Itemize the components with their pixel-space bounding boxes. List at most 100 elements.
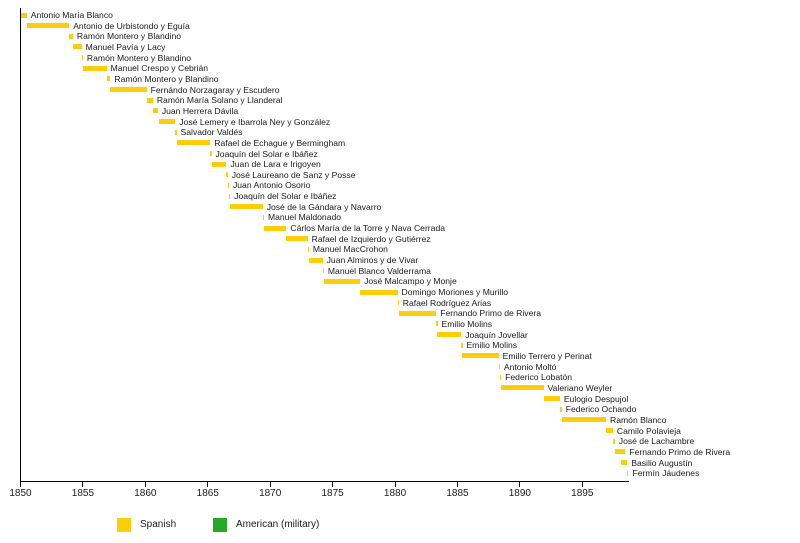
timeline-bar <box>176 140 211 146</box>
bar-label: Rafael de Izquierdo y Gutiérrez <box>311 233 431 244</box>
legend-swatch-american <box>213 518 227 532</box>
bar-label: Domingo Moriones y Murillo <box>401 287 509 298</box>
bar-label: Juan Antonio Osorio <box>232 180 311 191</box>
timeline-bar <box>397 300 400 306</box>
bar-label: Fernando Primo de Rivera <box>440 308 542 319</box>
timeline-bar <box>606 428 613 434</box>
timeline-bar <box>211 161 227 167</box>
timeline-bar <box>230 204 263 210</box>
axis-tick <box>581 481 583 487</box>
timeline-bar <box>626 470 629 476</box>
timeline-bar <box>175 129 177 135</box>
legend-label-american: American (military) <box>236 519 320 530</box>
bar-label: Manuel MacCrohon <box>312 244 388 255</box>
bar-label: Cárlos María de la Torre y Nava Cerrada <box>290 223 446 234</box>
bar-label: Camilo Polavieja <box>616 425 681 436</box>
timeline-bar <box>562 417 607 423</box>
axis-tick-label: 1855 <box>71 487 95 499</box>
timeline-bar <box>498 364 501 370</box>
bar-label: Salvador Valdés <box>180 127 243 138</box>
axis-tick-label: 1850 <box>9 487 32 499</box>
bar-label: José de la Gándara y Navarro <box>266 201 382 212</box>
y-axis-line <box>20 8 21 482</box>
timeline-bar <box>210 151 212 156</box>
axis-tick <box>82 481 84 487</box>
axis-tick <box>20 481 21 487</box>
bar-label: Emilio Molins <box>466 340 518 351</box>
bar-label: Emilio Molins <box>441 318 493 329</box>
bar-label: Ramón Montero y Blandino <box>76 31 182 42</box>
timeline-bar <box>621 460 628 465</box>
timeline-bar <box>20 12 27 18</box>
timeline-bar <box>146 97 153 103</box>
timeline-bar <box>307 246 310 252</box>
axis-tick <box>456 481 458 487</box>
axis-tick <box>519 481 521 487</box>
bar-label: Valeriano Weyler <box>547 382 613 393</box>
bar-label: Manuel Crespo y Cebrián <box>110 63 209 74</box>
timeline-bar <box>501 385 544 391</box>
bar-label: Emilio Terrero y Perinat <box>502 350 592 361</box>
timeline-bar <box>543 396 560 402</box>
timeline-bar <box>152 108 158 114</box>
axis-tick-label: 1890 <box>508 487 531 499</box>
timeline-bar <box>612 438 615 444</box>
axis-tick-label: 1870 <box>259 487 282 499</box>
axis-tick-label: 1895 <box>571 487 594 499</box>
timeline-bar <box>110 87 147 93</box>
axis-tick <box>269 481 271 487</box>
bar-label: José Lemery e Ibarrola Ney y González <box>179 116 331 127</box>
bar-label: Fernando Primo de Rivera <box>629 446 731 457</box>
bar-label: Joaquín del Solar e Ibáñez <box>215 148 318 159</box>
timeline-bar <box>81 55 84 61</box>
bar-label: Ramón Blanco <box>610 414 667 425</box>
timeline-bar <box>227 182 230 188</box>
bar-label: Fernándo Norzagaray y Escudero <box>150 84 280 95</box>
timeline-bar <box>398 310 437 316</box>
timeline-bar <box>360 289 398 295</box>
axis-tick <box>144 481 146 487</box>
legend-swatch-spanish <box>117 518 131 532</box>
timeline-bar <box>159 119 176 125</box>
bar-label: Antonio María Blanco <box>30 10 113 20</box>
axis-tick-label: 1860 <box>134 487 157 499</box>
bar-label: Ramón Montero y Blandino <box>86 52 192 63</box>
timeline-bar <box>499 374 502 380</box>
axis-tick-label: 1875 <box>321 487 344 499</box>
bar-label: Antonio Moltó <box>503 361 557 372</box>
timeline-bar <box>614 449 626 455</box>
bar-label: Rafael de Echague y Bermingham <box>214 137 346 148</box>
bar-label: Fermín Jáudenes <box>632 468 700 479</box>
timeline-bar <box>26 23 70 29</box>
timeline-bar <box>82 65 107 71</box>
timeline-bar <box>72 44 82 50</box>
legend-label-spanish: Spanish <box>140 519 177 530</box>
timeline-bar <box>263 225 287 231</box>
bar-label: Rafael Rodríguez Arias <box>402 297 492 308</box>
timeline-bar <box>559 406 562 412</box>
bar-label: Manuel Blanco Valderrama <box>327 265 431 276</box>
timeline-bar <box>106 76 111 82</box>
axis-tick <box>394 481 396 487</box>
bar-label: José Malcampo y Monje <box>364 276 457 287</box>
timeline-bar <box>322 268 325 274</box>
bar-label: Manuel Pavía y Lacy <box>85 41 166 52</box>
bar-label: Federico Lobatón <box>505 372 573 383</box>
bar-label: Ramón María Solano y Llanderal <box>156 95 283 106</box>
timeline-bar <box>437 332 462 338</box>
axis-tick-label: 1865 <box>196 487 219 499</box>
timeline-bar <box>323 278 361 284</box>
bar-label: Juan de Lara e Irigoyen <box>230 159 321 170</box>
bar-label: José de Lachambre <box>618 436 695 447</box>
bar-label: Antonio de Urbistondo y Eguía <box>73 20 190 31</box>
bar-label: José Laureano de Sanz y Posse <box>231 169 356 180</box>
bar-label: Basilio Augustín <box>631 457 693 468</box>
bar-label: Joaquín del Solar e Ibáñez <box>234 191 337 202</box>
axis-tick <box>332 481 334 487</box>
bar-label: Eulogio Despujol <box>563 393 629 404</box>
timeline-bar <box>308 257 323 263</box>
bar-label: Manuel Maldonado <box>267 212 342 223</box>
x-axis-line <box>20 480 629 482</box>
timeline-bar <box>226 172 228 178</box>
